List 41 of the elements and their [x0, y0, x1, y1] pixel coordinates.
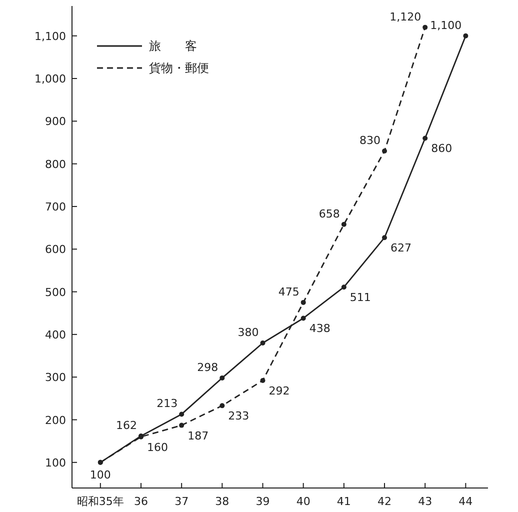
- legend-label: 旅 客: [149, 39, 197, 53]
- x-tick-label: 44: [458, 495, 473, 508]
- data-label: 380: [238, 326, 259, 339]
- legend-label: 貨物・郵便: [149, 61, 209, 75]
- y-tick-label: 500: [45, 286, 66, 299]
- y-tick-label: 100: [45, 456, 66, 470]
- x-tick-label: 38: [215, 495, 230, 508]
- y-tick-label: 200: [45, 414, 66, 427]
- y-tick-label: 1,100: [34, 30, 66, 43]
- data-label: 160: [146, 440, 168, 454]
- data-label: 627: [390, 242, 412, 255]
- data-label: 213: [156, 397, 178, 410]
- y-tick-label: 700: [45, 200, 66, 214]
- data-label: 1,100: [430, 18, 462, 32]
- y-tick-label: 900: [45, 115, 66, 128]
- x-tick-label: 40: [296, 495, 310, 508]
- y-tick-label: 300: [45, 371, 66, 384]
- x-tick-label: 41: [336, 495, 351, 508]
- y-tick-label: 1,000: [34, 72, 66, 86]
- x-tick-label: 39: [256, 495, 270, 508]
- x-tick-label: 42: [378, 495, 392, 508]
- data-label: 1,120: [390, 10, 422, 24]
- x-tick-label: 43: [418, 495, 432, 508]
- x-tick-label: 37: [174, 495, 189, 508]
- y-tick-label: 600: [45, 243, 66, 256]
- data-label: 658: [318, 207, 340, 220]
- data-label: 511: [350, 291, 371, 304]
- data-label: 233: [228, 410, 250, 423]
- x-tick-label: 昭和35年: [76, 495, 124, 508]
- data-label: 100: [90, 468, 111, 482]
- data-label: 292: [268, 384, 290, 398]
- data-label: 298: [197, 360, 218, 374]
- data-label: 162: [116, 418, 137, 432]
- x-tick-label: 36: [134, 495, 148, 508]
- y-tick-label: 800: [45, 158, 66, 171]
- y-tick-label: 400: [45, 328, 66, 342]
- data-label: 438: [309, 322, 330, 336]
- data-label: 187: [188, 429, 209, 442]
- data-label: 860: [431, 142, 452, 156]
- data-label: 830: [360, 134, 381, 148]
- data-label: 475: [278, 285, 300, 298]
